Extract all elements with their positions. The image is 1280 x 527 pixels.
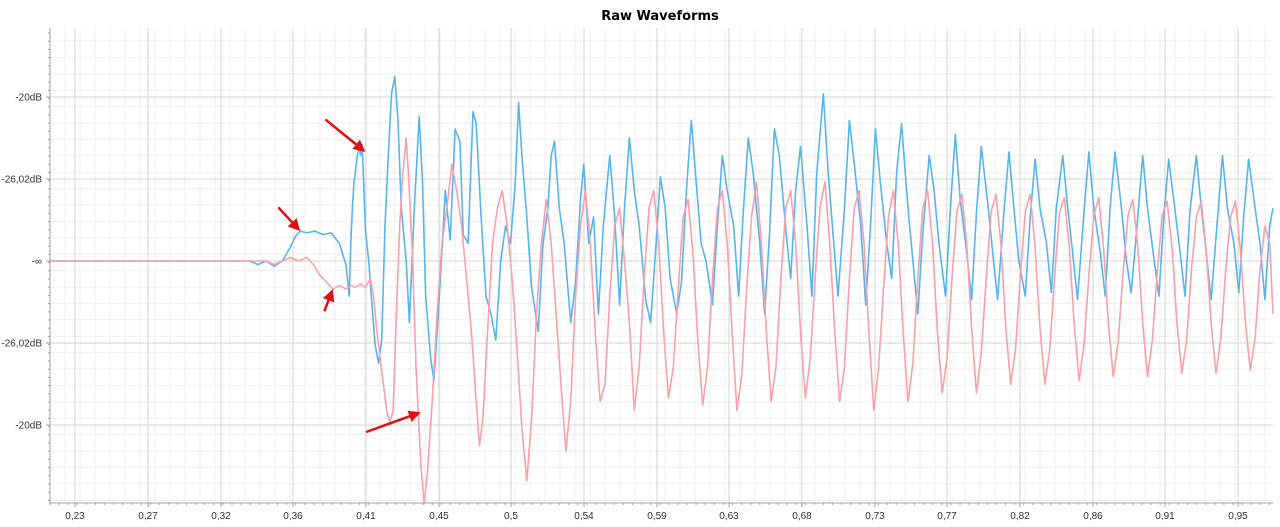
y-tick-label: -20dB [15, 93, 42, 104]
x-tick-label: 0,41 [356, 511, 376, 522]
x-tick-label: 0,27 [138, 511, 158, 522]
x-tick-label: 0,77 [937, 511, 957, 522]
arrow-head [407, 410, 421, 423]
x-tick-label: 0,68 [792, 511, 812, 522]
arrow-head [322, 289, 335, 303]
arrow-shaft [325, 119, 358, 146]
arrow-shaft [365, 415, 411, 433]
x-tick-label: 0,5 [504, 511, 518, 522]
arrow-head [287, 218, 301, 232]
y-tick-labels: -20dB -26,02dB -∞ -26,02dB -20dB [1, 93, 42, 432]
series-line-pink [50, 137, 1274, 505]
x-tick-label: 0,73 [865, 511, 885, 522]
x-tick-label: 0,63 [719, 511, 739, 522]
series-group [50, 75, 1274, 505]
y-tick-label: -26,02dB [1, 339, 42, 350]
x-tick-label: 0,36 [283, 511, 303, 522]
y-tick-label: -20dB [15, 421, 42, 432]
annotations [277, 119, 421, 433]
x-tick-label: 0,32 [211, 511, 231, 522]
x-tick-label: 0,45 [429, 511, 449, 522]
x-tick-label: 0,54 [574, 511, 594, 522]
arrow-shaft [277, 206, 294, 224]
x-tick-label: 0,91 [1155, 511, 1175, 522]
x-tick-label: 0,82 [1010, 511, 1030, 522]
series-line-blue [50, 75, 1274, 382]
y-tick-label: -26,02dB [1, 175, 42, 186]
x-tick-labels: 0,23 0,27 0,32 0,36 0,41 0,45 0,5 0,54 0,59 0,63 0… [65, 511, 1248, 522]
axes [46, 28, 1273, 507]
arrow-head [352, 139, 366, 152]
x-tick-label: 0,23 [65, 511, 85, 522]
x-tick-label: 0,95 [1228, 511, 1248, 522]
arrow-shaft [323, 299, 330, 312]
x-tick-label: 0,59 [647, 511, 667, 522]
chart-title: Raw Waveforms [601, 9, 719, 24]
y-tick-label: -∞ [32, 257, 42, 268]
x-tick-label: 0,86 [1083, 511, 1103, 522]
